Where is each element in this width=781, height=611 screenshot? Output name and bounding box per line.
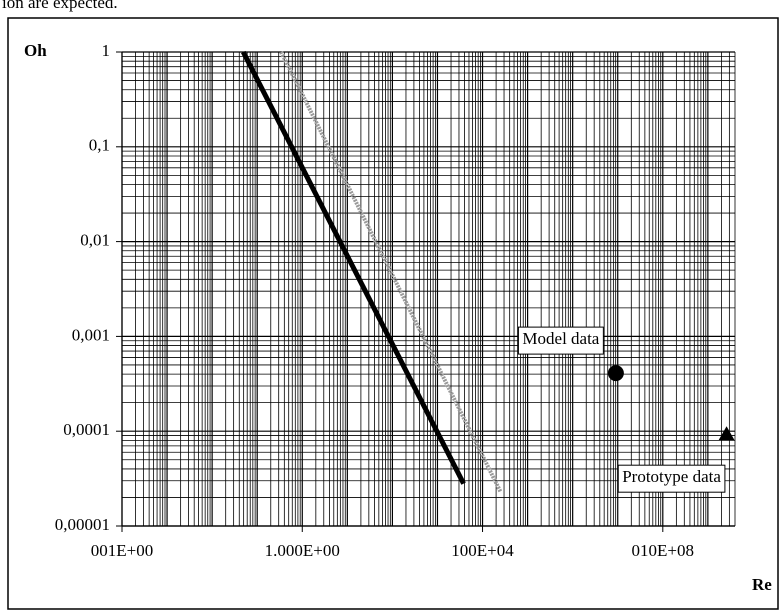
annotation-box (617, 464, 726, 493)
y-axis-title: Oh (24, 41, 47, 60)
y-tick-label: 0,0001 (63, 420, 110, 439)
y-tick-label: 0,1 (89, 136, 110, 155)
x-tick-label: 100E+04 (451, 541, 514, 560)
y-tick-label: 0,001 (72, 325, 110, 344)
annotation: Prototype data (622, 467, 721, 486)
annotation: Model data (522, 329, 599, 348)
point (607, 365, 624, 382)
line (241, 50, 466, 485)
chart-frame (7, 17, 779, 610)
y-tick-label: 0,00001 (55, 515, 110, 534)
y-tick-label: 0,01 (80, 231, 110, 250)
x-axis-title: Re (752, 575, 772, 594)
point (718, 426, 735, 441)
caption: ion are expected. (2, 0, 118, 12)
annotation-box (517, 326, 604, 355)
x-tick-label: 1.000E+00 (265, 541, 340, 560)
x-tick-label: 010E+08 (632, 541, 694, 560)
x-tick-label: 001E+00 (91, 541, 153, 560)
line (279, 51, 503, 493)
y-tick-label: 1 (102, 41, 111, 60)
